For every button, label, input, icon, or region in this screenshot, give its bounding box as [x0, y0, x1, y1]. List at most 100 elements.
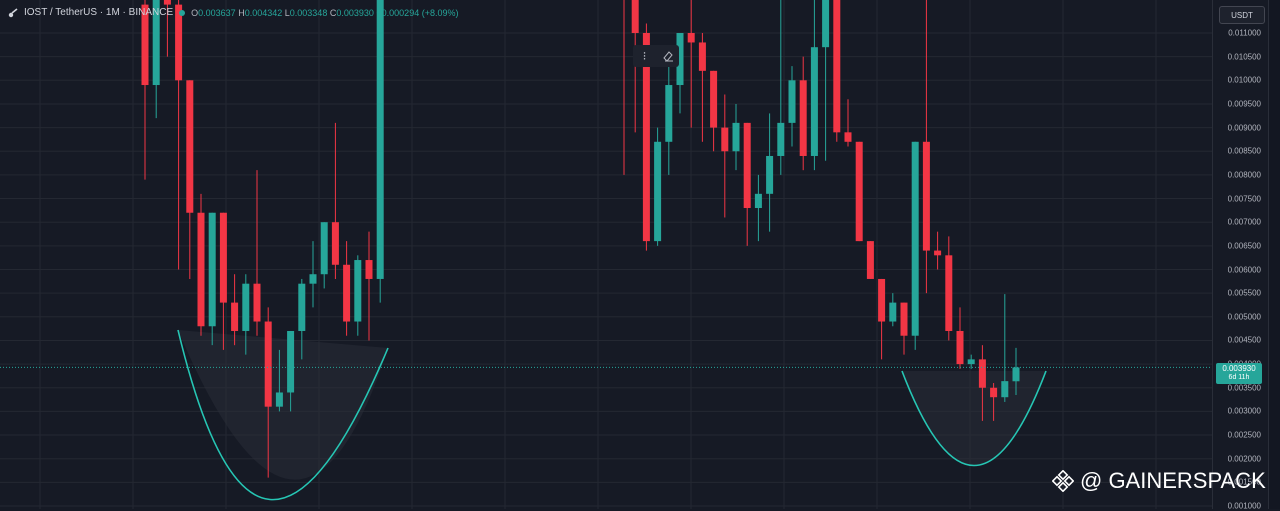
- candle: [710, 70, 718, 152]
- rounding-bottom-curve-left: [177, 329, 389, 501]
- price-tick-label: 0.001500: [1227, 477, 1261, 487]
- candle-body: [287, 330, 295, 393]
- candle: [331, 122, 339, 279]
- candle: [721, 94, 729, 218]
- candle-body: [275, 392, 283, 407]
- candle-body: [186, 80, 194, 213]
- candle-body: [810, 47, 818, 156]
- candle-body: [365, 260, 373, 279]
- candle-body: [253, 283, 261, 322]
- candle-body: [799, 80, 807, 156]
- candle-body: [866, 241, 874, 279]
- candle: [900, 302, 908, 355]
- price-tick-label: 0.002000: [1227, 454, 1261, 464]
- candle-body: [242, 283, 250, 331]
- candle-body: [264, 321, 272, 407]
- candle: [978, 345, 986, 421]
- candle: [822, 0, 830, 161]
- price-tick-label: 0.002500: [1227, 430, 1261, 440]
- candle: [231, 274, 239, 346]
- last-price-value: 0.003930: [1222, 364, 1256, 373]
- candle-body: [331, 222, 339, 265]
- price-tick-label: 0.009000: [1227, 123, 1261, 133]
- candle: [186, 80, 194, 279]
- candle: [264, 307, 272, 478]
- candle: [197, 193, 205, 336]
- watermark-text: @ GAINERSPACK: [1080, 468, 1266, 493]
- candle-body: [654, 141, 662, 242]
- candle-body: [922, 141, 930, 251]
- candle: [956, 307, 964, 369]
- candle-body: [967, 359, 975, 365]
- high-value: 0.004342: [244, 7, 283, 18]
- candle: [1001, 294, 1009, 402]
- candle-body: [343, 264, 351, 322]
- candle-body: [642, 33, 650, 242]
- candle: [866, 241, 874, 279]
- candle-body: [320, 222, 328, 275]
- candle-body: [298, 283, 306, 331]
- candle-body: [934, 250, 942, 256]
- low-value: 0.003348: [289, 7, 328, 18]
- candle: [833, 0, 841, 142]
- candle-body: [833, 0, 841, 133]
- candle-body: [175, 4, 183, 81]
- candle: [152, 0, 160, 119]
- candle: [788, 66, 796, 147]
- candle: [141, 0, 149, 180]
- price-scale[interactable]: 0.011000 0.010500 0.010000 0.009500 0.009000…: [1212, 0, 1269, 511]
- currency-selector[interactable]: USDT: [1219, 6, 1265, 24]
- candle-body: [710, 70, 718, 128]
- ohlc-values: O0.003637 H0.004342 L0.003348 C0.003930 …: [191, 7, 459, 18]
- symbol-name[interactable]: IOST / TetherUS · 1M · BINANCE: [24, 7, 174, 18]
- candle: [687, 0, 695, 128]
- candle: [1012, 347, 1020, 395]
- chart-area[interactable]: [0, 0, 1212, 509]
- candle: [623, 0, 625, 175]
- candles: [141, 0, 1020, 478]
- price-tick-label: 0.003500: [1227, 383, 1261, 393]
- candle-body: [665, 85, 673, 142]
- candle: [945, 236, 953, 341]
- last-price-label: 0.003930 6d 11h: [1216, 363, 1262, 384]
- candle-body: [208, 212, 216, 327]
- eraser-icon[interactable]: [659, 47, 677, 65]
- candle-body: [766, 155, 774, 194]
- candle-body: [219, 212, 227, 303]
- candle: [743, 122, 751, 246]
- candlestick-chart[interactable]: [0, 0, 1212, 509]
- candle-body: [788, 80, 796, 123]
- candle: [799, 56, 807, 171]
- market-status-icon: [179, 9, 186, 16]
- candle: [365, 231, 373, 341]
- price-tick-label: 0.008500: [1227, 146, 1261, 156]
- candle: [654, 127, 662, 246]
- candle: [175, 0, 183, 270]
- drawing-toolbar: ⁝: [633, 45, 679, 67]
- candle-body: [945, 255, 953, 331]
- candle: [777, 0, 785, 175]
- candle: [320, 222, 328, 289]
- price-tick-label: 0.007000: [1227, 217, 1261, 227]
- candle-body: [676, 33, 684, 86]
- open-value: 0.003637: [198, 7, 236, 18]
- drag-handle-icon[interactable]: ⁝: [642, 49, 647, 63]
- candle-body: [889, 302, 897, 322]
- change-value: +0.000294 (+8.09%): [376, 7, 459, 18]
- candle-body: [754, 193, 762, 209]
- price-tick-label: 0.005500: [1227, 288, 1261, 298]
- candle: [676, 33, 684, 114]
- candle-body: [141, 4, 149, 86]
- candle-body: [687, 33, 695, 43]
- binance-logo-icon: [1052, 470, 1074, 492]
- candle-body: [978, 359, 986, 388]
- candle: [343, 241, 351, 336]
- candle: [732, 103, 740, 171]
- price-tick-label: 0.010000: [1227, 75, 1261, 85]
- candle: [754, 174, 762, 242]
- candle-body: [878, 278, 886, 322]
- candle: [855, 141, 863, 242]
- candle-body: [197, 212, 205, 327]
- candle: [208, 212, 216, 346]
- candle-body: [231, 302, 239, 331]
